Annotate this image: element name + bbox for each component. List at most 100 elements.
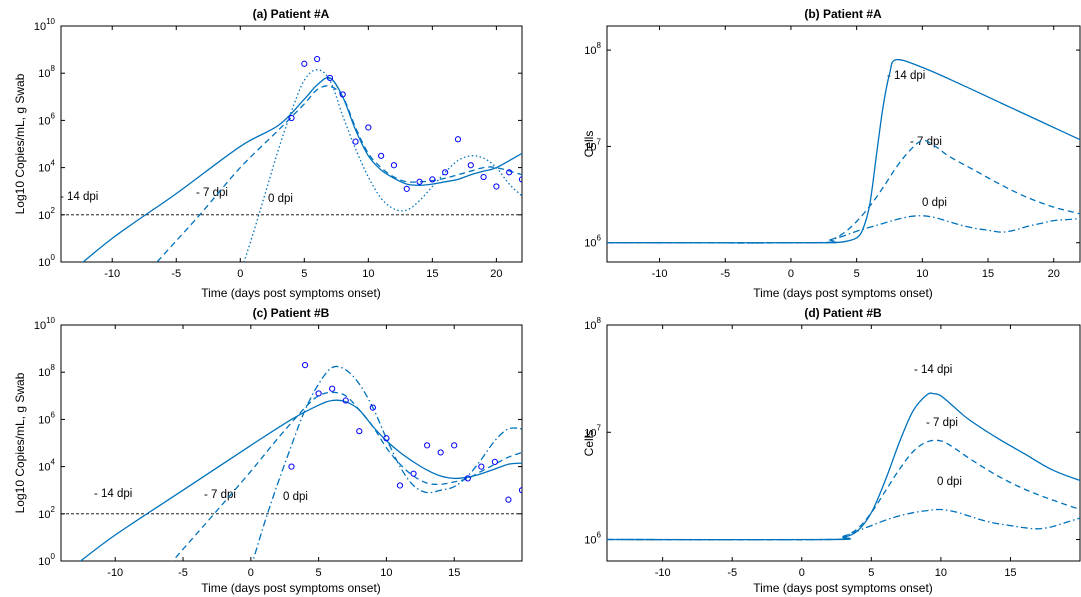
x-tick-label: 15 <box>982 268 994 280</box>
observation-point <box>288 114 295 122</box>
x-tick-label: 0 <box>788 268 794 280</box>
annotation-14dpi: - 14 dpi <box>60 191 98 203</box>
series-line-solid <box>82 76 522 262</box>
series-line-solid <box>79 399 522 561</box>
panel-d: (d) Patient #B Time (days post symptoms … <box>582 306 1081 595</box>
observation-point <box>352 138 359 145</box>
y-tick-label: 1010 <box>34 316 56 332</box>
panel-c: (c) Patient #B Time (days post symptoms … <box>13 306 523 595</box>
y-tick-label: 107 <box>584 137 601 153</box>
observation-point <box>423 442 431 449</box>
panel-title: (c) Patient #B <box>253 306 330 320</box>
x-tick-label: 5 <box>854 268 860 280</box>
annotation-14dpi: - 14 dpi <box>914 364 952 376</box>
annotation-0dpi: 0 dpi <box>283 491 308 503</box>
x-tick-label: -5 <box>727 567 737 579</box>
x-tick-label: 0 <box>799 567 805 579</box>
observation-point <box>505 496 512 503</box>
observation-point <box>416 178 423 185</box>
observation-point <box>301 362 309 369</box>
x-axis-label: Time (days post symptoms onset) <box>201 286 381 300</box>
observation-point <box>464 475 471 482</box>
x-tick-label: -5 <box>178 567 188 579</box>
plot-content <box>607 58 1080 244</box>
series-line-dashed <box>607 139 1080 244</box>
series-line-dashdot <box>252 365 522 561</box>
observation-point <box>369 404 376 411</box>
x-tick-label: 20 <box>1048 268 1060 280</box>
y-tick-label: 106 <box>38 410 55 426</box>
observation-point <box>480 173 487 181</box>
observation-point <box>491 458 498 465</box>
y-tick-label: 102 <box>38 505 55 521</box>
observation-point <box>437 449 444 456</box>
observation-point <box>478 463 485 470</box>
y-tick-label: 104 <box>38 458 55 474</box>
y-tick-label: 106 <box>38 111 55 127</box>
observation-point <box>326 74 334 82</box>
plot-area <box>60 25 523 263</box>
annotation-14dpi: - 14 dpi <box>94 488 132 500</box>
observation-point <box>383 435 390 442</box>
observation-point <box>429 176 436 183</box>
annotation-7dpi: - 7 dpi <box>910 136 942 148</box>
observation-point <box>342 397 349 404</box>
x-tick-label: -5 <box>171 268 181 280</box>
observation-point <box>442 169 449 176</box>
plot-content <box>607 392 1080 541</box>
panel-title: (a) Patient #A <box>253 7 330 21</box>
observation-point <box>288 463 295 470</box>
panel-title: (d) Patient #B <box>804 306 882 320</box>
y-axis-label: Cells <box>582 131 596 158</box>
y-tick-label: 104 <box>38 159 55 175</box>
plot-area <box>60 324 523 562</box>
observation-point <box>518 176 522 183</box>
y-tick-label: 106 <box>584 531 601 547</box>
observation-point <box>356 428 363 435</box>
series-line-dashdot <box>607 508 1080 541</box>
series-line-dashdot <box>607 215 1080 244</box>
y-tick-label: 100 <box>38 253 55 269</box>
observation-point <box>493 183 500 190</box>
observation-point <box>403 185 410 192</box>
annotation-0dpi: 0 dpi <box>268 193 293 205</box>
x-tick-label: 0 <box>237 268 243 280</box>
x-tick-label: 15 <box>448 567 460 579</box>
y-tick-label: 108 <box>38 363 55 379</box>
annotation-7dpi: - 7 dpi <box>196 187 228 199</box>
x-tick-label: -10 <box>655 567 671 579</box>
x-tick-label: 10 <box>362 268 374 280</box>
y-axis-label: Log10 Copies/mL, g Swab <box>13 73 27 214</box>
series-line-dashed <box>171 391 522 561</box>
observation-point <box>410 470 417 477</box>
annotation-7dpi: - 7 dpi <box>926 417 958 429</box>
y-axis-label: Log10 Copies/mL, g Swab <box>13 372 27 513</box>
observation-point <box>390 162 398 169</box>
x-tick-label: 0 <box>248 567 254 579</box>
panel-a: (a) Patient #A Time (days post symptoms … <box>13 7 523 300</box>
observation-point <box>454 136 462 143</box>
observation-point <box>396 482 404 489</box>
plot-area <box>606 25 1081 263</box>
observation-point <box>506 169 513 176</box>
y-tick-label: 106 <box>584 234 601 250</box>
x-axis-label: Time (days post symptoms onset) <box>753 581 933 595</box>
x-tick-label: -10 <box>652 268 668 280</box>
x-tick-label: -5 <box>720 268 730 280</box>
observation-point <box>339 91 346 98</box>
observation-point <box>518 487 522 494</box>
y-tick-label: 1010 <box>34 17 56 33</box>
x-tick-label: 10 <box>916 268 928 280</box>
observation-point <box>314 55 321 63</box>
x-tick-label: 5 <box>316 567 322 579</box>
annotation-0dpi: 0 dpi <box>922 197 947 209</box>
observation-point <box>365 124 372 131</box>
observation-point <box>451 442 458 449</box>
observation-point <box>467 162 474 169</box>
plot-area <box>606 324 1081 562</box>
panel-b: (b) Patient #A Time (days post symptoms … <box>582 7 1081 300</box>
y-tick-label: 108 <box>584 316 601 332</box>
y-tick-label: 100 <box>38 552 55 568</box>
plot-content <box>61 55 522 262</box>
y-tick-label: 108 <box>584 41 601 57</box>
